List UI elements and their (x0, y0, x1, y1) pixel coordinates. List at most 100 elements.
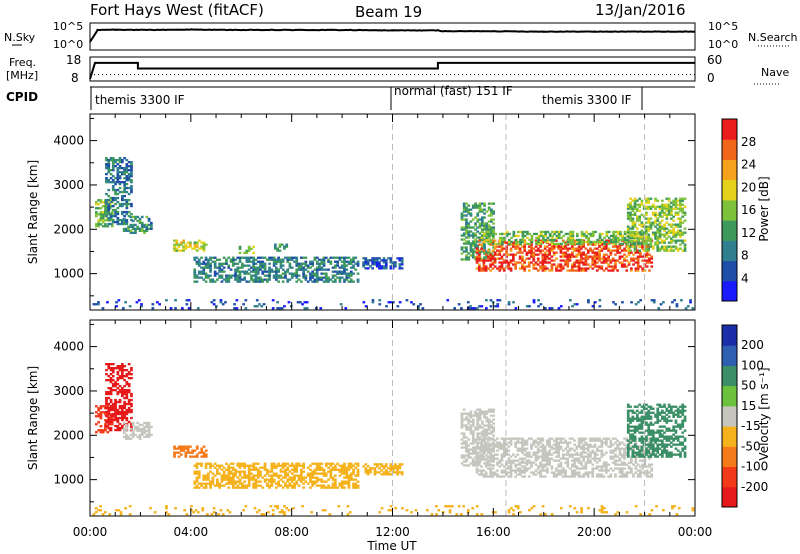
range-gate-cell (394, 471, 397, 474)
range-gate-cell (343, 264, 346, 267)
range-gate-cell (587, 301, 590, 304)
range-gate-cell (507, 303, 511, 306)
range-gate-cell (195, 241, 199, 244)
range-gate-cell (523, 475, 526, 478)
range-gate-cell (676, 229, 680, 232)
range-gate-cell (548, 451, 551, 454)
range-gate-cell (147, 227, 151, 230)
range-gate-cell (587, 236, 591, 240)
range-gate-cell (490, 426, 493, 429)
range-gate-cell (548, 441, 551, 444)
range-gate-cell (645, 255, 649, 258)
range-gate-cell (193, 268, 197, 271)
range-gate-cell (560, 230, 563, 234)
range-gate-cell (236, 262, 240, 265)
range-gate-cell (263, 262, 267, 265)
range-gate-cell (602, 259, 606, 262)
range-gate-cell (523, 239, 526, 242)
range-gate-cell (222, 278, 226, 281)
range-gate-cell (647, 221, 651, 224)
range-gate-cell (580, 240, 584, 244)
range-gate-cell (559, 245, 563, 248)
range-gate-cell (598, 469, 601, 472)
range-gate-cell (343, 272, 346, 275)
range-gate-cell (656, 239, 660, 242)
range-gate-cell (125, 381, 129, 384)
range-gate-cell (130, 204, 133, 208)
range-gate-cell (605, 439, 608, 442)
range-gate-cell (568, 253, 572, 256)
range-gate-cell (594, 242, 597, 246)
range-gate-cell (105, 396, 108, 400)
range-gate-cell (131, 423, 135, 427)
range-gate-cell (593, 257, 597, 260)
range-gate-cell (548, 457, 551, 460)
range-gate-cell (151, 307, 155, 310)
range-gate-cell (110, 423, 114, 426)
range-gate-cell (507, 261, 511, 264)
range-gate-cell (300, 280, 303, 283)
range-gate-cell (389, 259, 393, 262)
range-gate-cell (315, 476, 319, 479)
range-gate-cell (109, 404, 113, 408)
range-gate-cell (352, 266, 355, 269)
range-gate-cell (591, 261, 595, 264)
range-gate-cell (111, 186, 115, 190)
range-gate-cell (258, 303, 261, 306)
range-gate-cell (480, 449, 483, 452)
range-gate-cell (478, 412, 482, 415)
range-gate-cell (487, 226, 491, 229)
range-gate-cell (654, 205, 657, 208)
range-gate-cell (519, 238, 522, 242)
range-gate-cell (539, 437, 542, 440)
range-gate-cell (620, 469, 624, 472)
range-gate-cell (280, 307, 284, 310)
range-gate-cell (227, 470, 231, 473)
range-gate-cell (241, 464, 244, 467)
range-gate-cell (523, 469, 526, 472)
range-gate-cell (516, 447, 520, 450)
range-gate-cell (500, 459, 504, 462)
range-gate-cell (636, 261, 640, 264)
range-gate-cell (134, 227, 137, 230)
range-gate-cell (582, 234, 586, 238)
range-gate-cell (466, 301, 470, 304)
range-gate-cell (462, 206, 466, 209)
range-gate-cell (125, 429, 128, 433)
range-gate-cell (629, 207, 632, 210)
range-gate-cell (505, 234, 509, 238)
range-gate-cell (483, 412, 486, 415)
range-gate-cell (462, 454, 466, 457)
range-gate-cell (107, 204, 111, 208)
range-gate-cell (116, 188, 120, 192)
colorbar-tick-label: 24 (741, 158, 756, 172)
range-gate-cell (536, 257, 540, 260)
range-gate-cell (340, 484, 344, 487)
range-gate-cell (509, 465, 513, 468)
freq-frame (89, 56, 696, 82)
range-gate-cell (502, 441, 506, 444)
range-gate-cell (616, 232, 620, 236)
range-gate-cell (193, 272, 197, 275)
range-gate-cell (373, 469, 377, 472)
range-gate-cell (644, 232, 647, 236)
range-gate-cell (241, 486, 244, 489)
range-gate-cell (647, 197, 651, 200)
range-gate-cell (566, 449, 570, 452)
range-gate-cell (489, 469, 492, 472)
range-gate-cell (480, 247, 483, 250)
range-gate-cell (559, 247, 563, 250)
colorbar-segment (722, 260, 737, 282)
range-gate-cell (131, 421, 135, 425)
range-gate-cell (105, 200, 108, 204)
range-gate-cell (478, 463, 481, 466)
range-gate-cell (674, 207, 678, 210)
range-gate-cell (571, 453, 574, 456)
range-gate-cell (561, 441, 565, 444)
range-gate-cell (591, 473, 595, 476)
range-gate-cell (111, 157, 115, 160)
range-gate-cell (195, 276, 199, 279)
range-gate-cell (340, 264, 344, 267)
range-gate-cell (288, 256, 292, 259)
range-gate-cell (471, 232, 475, 235)
